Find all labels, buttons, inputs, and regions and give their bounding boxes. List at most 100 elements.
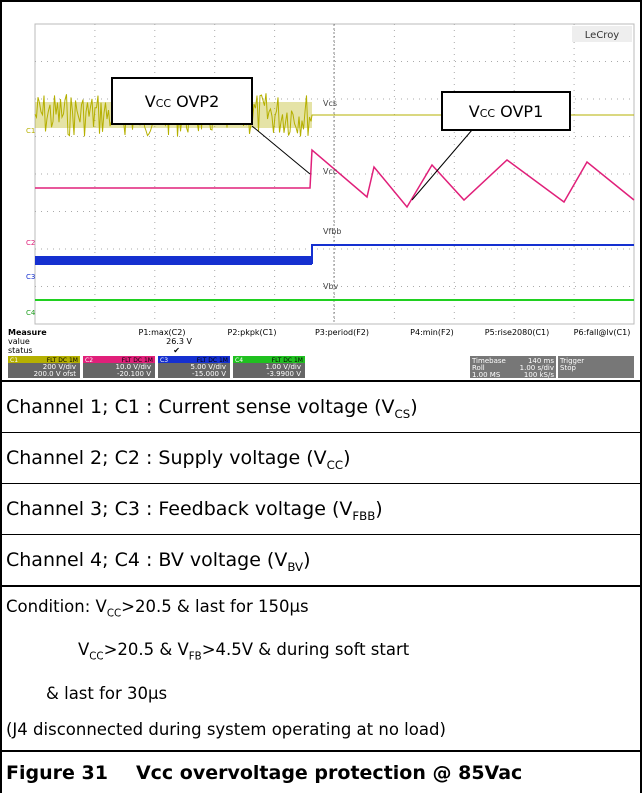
trace-label: Vfbb	[323, 227, 341, 236]
text-run: & last for 30µs	[46, 683, 168, 703]
figure-caption: Figure 31 Vcc overvoltage protection @ 85…	[2, 749, 640, 793]
text-run: Channel 1; C1 : Current sense voltage (V	[6, 396, 395, 418]
channel-box-scale: 10.0 V/div	[116, 363, 152, 371]
measure-param: P5:rise2080(C1)	[485, 328, 550, 337]
measure-row: status	[8, 346, 33, 355]
trace-label: Vcs	[323, 99, 337, 108]
text-run: )	[375, 498, 383, 520]
trigger-box	[558, 356, 634, 378]
timebase-label: Timebase	[471, 357, 506, 365]
channel-legend: Channel 1; C1 : Current sense voltage (V…	[2, 380, 640, 585]
measure-param: P1:max(C2)	[139, 328, 186, 337]
channel-box-scale: 1.00 V/div	[266, 363, 302, 371]
figure-number: Figure 31	[6, 761, 108, 784]
text-run: )	[343, 447, 351, 469]
channel-box-head	[83, 356, 155, 363]
brand: LeCroy	[585, 30, 620, 41]
channel-box-name: C1	[10, 357, 18, 364]
text-line: VCC>20.5 & VFB>4.5V & during soft start	[2, 632, 640, 675]
measure-status: ✔	[173, 346, 180, 355]
subscript: CC	[106, 608, 122, 620]
annotation-part: CC	[480, 107, 496, 120]
text-run: Channel 2; C2 : Supply voltage (V	[6, 447, 327, 469]
timebase-box	[470, 356, 556, 378]
text-line: Channel 3; C3 : Feedback voltage (VFBB)	[2, 483, 640, 534]
measure-param: P4:min(F2)	[410, 328, 454, 337]
text-run: >20.5 & V	[103, 640, 189, 660]
subscript: BV	[287, 559, 304, 574]
text-line: Channel 2; C2 : Supply voltage (VCC)	[2, 432, 640, 483]
subscript: CS	[394, 406, 411, 421]
trigger-label: Trigger	[559, 357, 584, 365]
arrow	[411, 129, 473, 201]
annotation-box	[111, 77, 253, 125]
measure-param: P2:pkpk(C1)	[228, 328, 277, 337]
channel-box-head	[8, 356, 80, 363]
measure-title: Measure	[8, 328, 47, 337]
channel-box-tag: FLT DC 1M	[272, 357, 303, 364]
channel-box-head	[158, 356, 230, 363]
text-line: Channel 4; C4 : BV voltage (VBV)	[2, 534, 640, 585]
measure-param: P6:fall@lv(C1)	[574, 328, 631, 337]
text-run: >20.5 & last for 150µs	[121, 597, 309, 616]
channel-box-tag: FLT DC 1M	[47, 357, 78, 364]
channel-box-offset: 200.0 V ofst	[34, 370, 77, 378]
text-line: & last for 30µs	[2, 676, 640, 712]
brand-box	[572, 26, 632, 42]
text-run: (J4 disconnected during system operating…	[6, 719, 446, 739]
trigger-mode: Stop	[560, 364, 576, 372]
annotation: VCC OVP2	[145, 92, 220, 111]
channel-tag: C3	[26, 273, 35, 281]
measure-row: value	[8, 337, 30, 346]
subscript: CC	[89, 651, 104, 663]
text-run: )	[303, 549, 311, 571]
channel-box-scale: 200 V/div	[43, 363, 76, 371]
channel-box-offset: -3.9900 V	[267, 370, 301, 378]
channel-box-tag: FLT DC 1M	[197, 357, 228, 364]
timebase-samples: 1.00 MS	[472, 371, 501, 379]
measure-param: P3:period(F2)	[315, 328, 369, 337]
annotation-box	[441, 91, 571, 131]
annotation-part: CC	[156, 97, 172, 110]
text-run: Channel 4; C4 : BV voltage (V	[6, 549, 288, 571]
figure-title: Vcc overvoltage protection @ 85Vac	[135, 761, 523, 784]
annotation-part: V	[469, 102, 480, 121]
channel-box-scale: 5.00 V/div	[191, 363, 227, 371]
text-line: (J4 disconnected during system operating…	[2, 712, 640, 748]
annotation: VCC OVP1	[469, 102, 544, 121]
channel-box-offset: -20.100 V	[117, 370, 151, 378]
channel-box-head	[233, 356, 305, 363]
text-run: Condition: V	[6, 597, 107, 616]
text-line: Channel 1; C1 : Current sense voltage (V…	[2, 382, 640, 432]
timebase-value: 140 ms	[528, 357, 554, 365]
condition-block: Condition: VCC>20.5 & last for 150µs VCC>…	[2, 585, 640, 750]
trace-label: Vcc	[323, 167, 337, 176]
trace-c3-thick	[35, 256, 312, 265]
channel-box-offset: -15.000 V	[192, 370, 226, 378]
text-run: >4.5V & during soft start	[201, 640, 410, 660]
timebase-roll: Roll	[472, 364, 485, 372]
channel-tag: C2	[26, 239, 35, 247]
timebase-srate: 100 kS/s	[524, 371, 554, 379]
channel-box-name: C3	[160, 357, 168, 364]
timebase-rate: 1.00 s/div	[520, 364, 554, 372]
trace-label: Vbv	[323, 282, 339, 291]
subscript: FB	[188, 651, 202, 663]
text-run: Channel 3; C3 : Feedback voltage (V	[6, 498, 353, 520]
annotation-part: OVP2	[171, 92, 219, 111]
annotation-part: V	[145, 92, 156, 111]
channel-tag: C1	[26, 127, 35, 135]
channel-box-name: C4	[235, 357, 243, 364]
trace-c2	[35, 148, 635, 209]
channel-tag: C4	[26, 309, 36, 317]
subscript: CC	[326, 457, 344, 472]
channel-box-tag: FLT DC 1M	[122, 357, 153, 364]
channel-box-name: C2	[85, 357, 93, 364]
text-line: Condition: VCC>20.5 & last for 150µs	[2, 589, 640, 632]
text-run: V	[78, 640, 90, 660]
arrow	[251, 125, 311, 175]
subscript: FBB	[352, 508, 376, 523]
measure-value: 26.3 V	[166, 337, 192, 346]
